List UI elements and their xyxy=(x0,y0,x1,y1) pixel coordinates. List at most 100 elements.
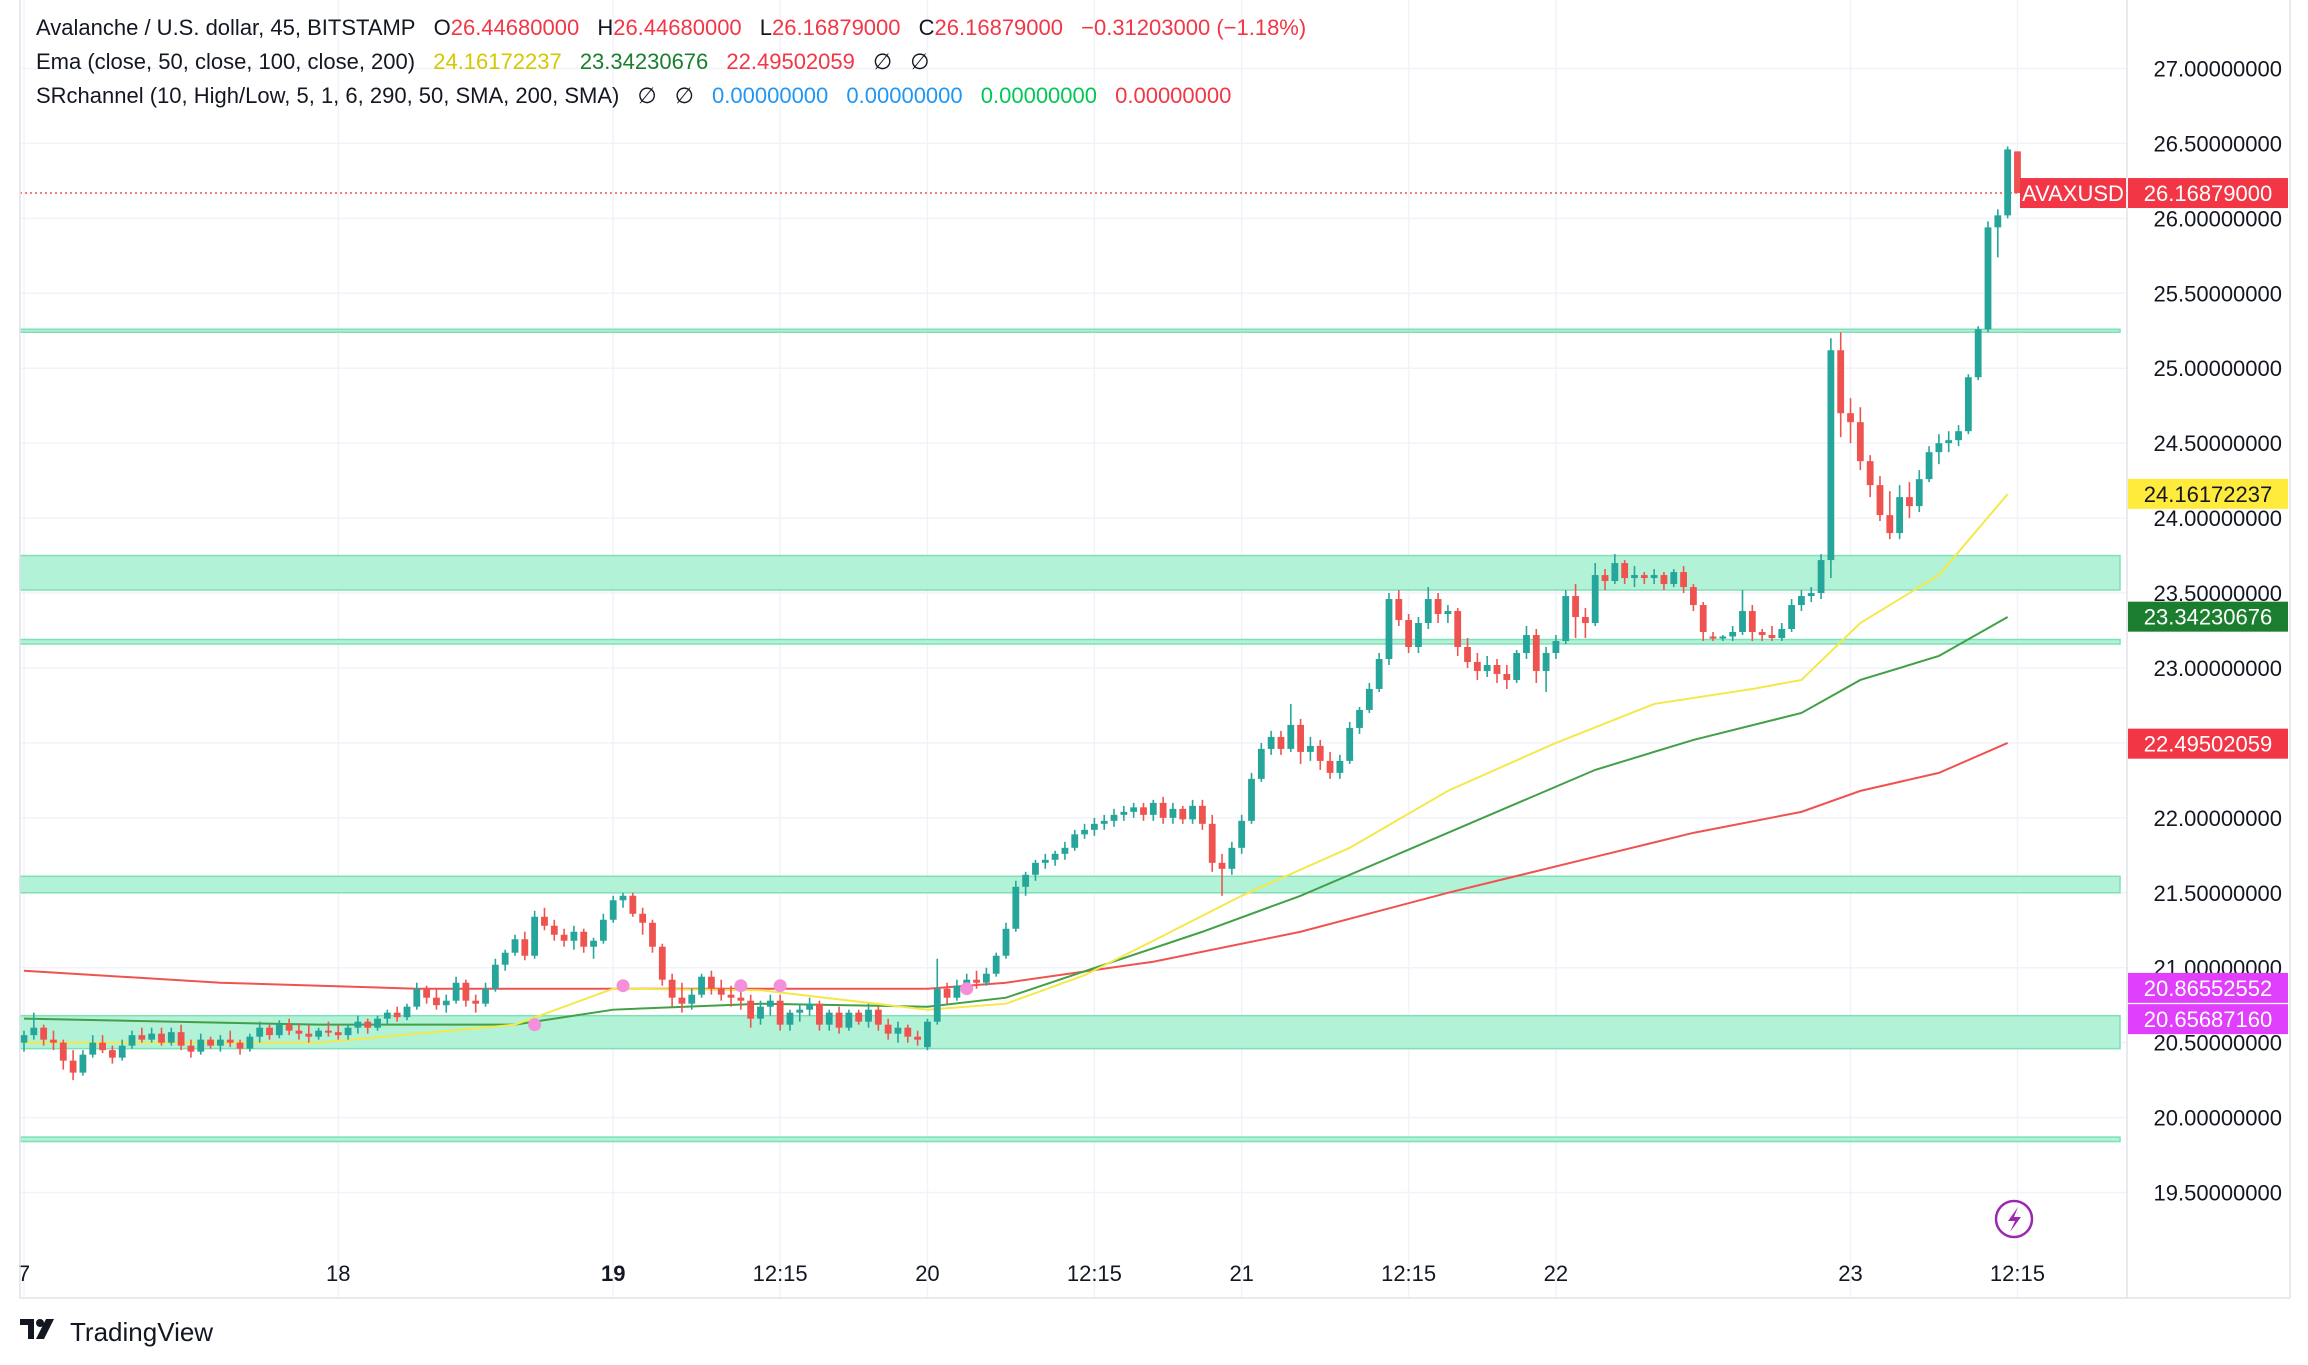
candle-body xyxy=(1140,807,1147,815)
candle xyxy=(786,1009,794,1031)
legend-ohlc: Avalanche / U.S. dollar, 45, BITSTAMP O2… xyxy=(36,14,1318,42)
candle xyxy=(550,919,558,941)
candle xyxy=(1424,587,1432,630)
tradingview-brand[interactable]: TradingView xyxy=(20,1316,213,1348)
candle xyxy=(491,958,499,992)
price-tag-box xyxy=(2128,601,2288,632)
candle xyxy=(1385,593,1393,665)
candle xyxy=(256,1021,264,1043)
candle-body xyxy=(1277,736,1285,749)
candle xyxy=(1827,338,1835,579)
candle xyxy=(1395,590,1403,627)
candle-body xyxy=(1032,862,1039,875)
candle xyxy=(658,943,666,986)
candle-body xyxy=(1346,727,1354,761)
candle xyxy=(865,1003,872,1028)
candle xyxy=(776,994,784,1031)
candle-body xyxy=(1041,859,1049,863)
candle-body xyxy=(89,1042,97,1055)
candle xyxy=(992,952,1000,977)
candle-body xyxy=(138,1035,146,1040)
x-tick-label: 7 xyxy=(18,1261,30,1286)
candle-body xyxy=(79,1054,87,1073)
candle xyxy=(982,967,990,986)
candle-body xyxy=(1896,497,1904,534)
candle xyxy=(1915,470,1923,513)
candle-body xyxy=(678,997,686,1004)
candle-body xyxy=(1356,709,1363,728)
candle-body xyxy=(1464,646,1471,662)
candle xyxy=(1081,823,1088,839)
candle xyxy=(580,928,588,953)
candle-body xyxy=(285,1024,293,1031)
candle-body xyxy=(531,916,539,956)
candle-body xyxy=(1856,422,1864,462)
sr-channels xyxy=(19,328,2121,1143)
legend-sr-value-4: 0.00000000 xyxy=(1115,83,1232,108)
candle xyxy=(108,1045,116,1064)
candle-body xyxy=(1149,802,1157,815)
candle-body xyxy=(1365,688,1373,710)
candle-body xyxy=(295,1030,303,1034)
candle xyxy=(599,913,607,944)
candle-body xyxy=(177,1032,185,1046)
candle-body xyxy=(148,1033,156,1040)
candle xyxy=(1316,739,1324,770)
legend-close: 26.16879000 xyxy=(934,15,1063,40)
candle xyxy=(1601,569,1609,591)
candle xyxy=(619,892,627,908)
legend-low-label: L xyxy=(759,15,773,40)
candle xyxy=(1228,841,1236,875)
candle-body xyxy=(1061,847,1069,854)
axes: 27.00000000 26.50000000 26.00000000 25.5000… xyxy=(18,0,2291,1299)
lightning-icon-bolt xyxy=(2008,1207,2021,1232)
candle xyxy=(452,976,460,1004)
candle-body xyxy=(1690,587,1697,606)
candle-body xyxy=(992,955,1000,974)
candle-body xyxy=(599,919,607,941)
ema200-line xyxy=(23,741,2009,990)
legend-sr-value-1: 0.00000000 xyxy=(712,83,829,108)
candle-body xyxy=(747,1000,755,1019)
candle xyxy=(1140,802,1147,821)
candle-body xyxy=(266,1027,273,1036)
candle xyxy=(1257,742,1265,782)
candle-body xyxy=(560,934,568,941)
candle xyxy=(20,1030,28,1052)
candle-body xyxy=(1562,596,1570,641)
legend-ema-empty-1: ∅ xyxy=(873,49,893,74)
tradingview-name: TradingView xyxy=(70,1316,214,1347)
candle-body xyxy=(30,1027,38,1036)
candle xyxy=(1032,859,1039,881)
candle-body xyxy=(1778,629,1786,638)
candle-body xyxy=(845,1012,853,1028)
candle xyxy=(1856,407,1864,471)
candle xyxy=(1307,736,1314,761)
candle-body xyxy=(1768,635,1776,638)
candle xyxy=(1886,491,1894,540)
candle-body xyxy=(1650,575,1658,579)
candle-body xyxy=(1729,632,1737,637)
candle-body xyxy=(1621,563,1629,579)
candle xyxy=(1581,608,1589,638)
candle-body xyxy=(315,1030,322,1037)
candle xyxy=(1964,374,1972,435)
candle xyxy=(1680,566,1687,594)
candle xyxy=(462,979,470,1007)
candle-body xyxy=(825,1012,833,1025)
price-tag-box xyxy=(2128,1004,2288,1035)
candle xyxy=(1837,332,1845,438)
candle-body xyxy=(1591,575,1599,624)
candle xyxy=(40,1024,48,1046)
candle xyxy=(688,988,696,1010)
candle xyxy=(1179,805,1187,824)
candle-body xyxy=(1807,593,1815,597)
candle-body xyxy=(511,939,519,953)
price-tag-box xyxy=(2128,178,2288,209)
candle xyxy=(766,994,774,1016)
candle xyxy=(2004,146,2012,219)
candle-body xyxy=(874,1009,882,1025)
candle xyxy=(1640,572,1648,585)
candle-body xyxy=(1640,575,1648,579)
